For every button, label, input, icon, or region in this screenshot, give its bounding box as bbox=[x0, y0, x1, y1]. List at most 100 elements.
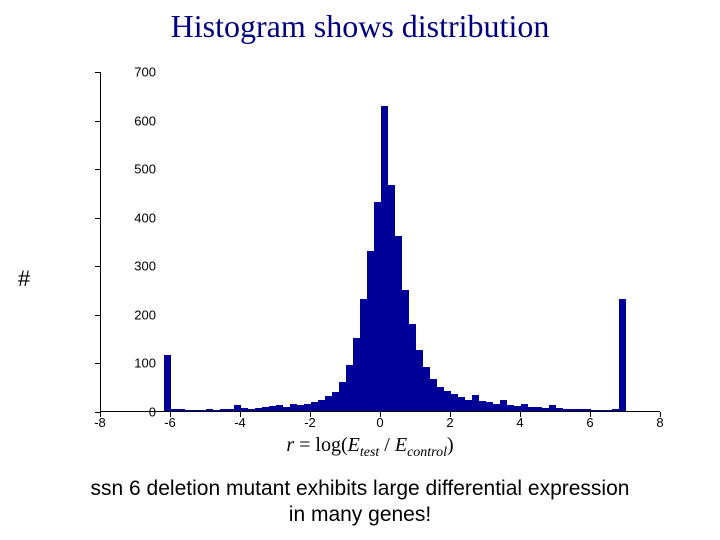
histogram-bar bbox=[451, 394, 458, 411]
x-axis-label: r = log(Etest / Econtrol) bbox=[60, 434, 680, 461]
histogram-bar bbox=[500, 400, 507, 411]
histogram-bar bbox=[493, 404, 500, 411]
formula-r: r bbox=[286, 434, 294, 456]
y-tick bbox=[95, 218, 100, 219]
formula-etest: E bbox=[348, 434, 360, 456]
formula-close: ) bbox=[447, 434, 454, 456]
x-tick bbox=[520, 412, 521, 417]
histogram-bar bbox=[507, 405, 514, 411]
histogram-bar bbox=[241, 408, 248, 411]
histogram-bar bbox=[255, 408, 262, 411]
page-title: Histogram shows distribution bbox=[0, 0, 720, 45]
histogram-bar bbox=[297, 405, 304, 411]
x-tick bbox=[450, 412, 451, 417]
y-tick bbox=[95, 121, 100, 122]
histogram-bar bbox=[283, 407, 290, 411]
histogram-bar bbox=[339, 382, 346, 411]
formula-econtrol: E bbox=[395, 434, 407, 456]
x-tick-label: -4 bbox=[228, 416, 252, 429]
histogram-bar bbox=[220, 409, 227, 411]
histogram-bar bbox=[458, 397, 465, 411]
histogram-bar bbox=[472, 395, 479, 411]
histogram-bar bbox=[409, 324, 416, 411]
x-tick bbox=[240, 412, 241, 417]
x-tick bbox=[590, 412, 591, 417]
histogram-bar bbox=[290, 404, 297, 411]
x-tick bbox=[380, 412, 381, 417]
histogram-bar bbox=[234, 405, 241, 411]
y-tick-label: 500 bbox=[120, 163, 156, 176]
histogram-bar bbox=[416, 350, 423, 411]
x-tick-label: 0 bbox=[368, 416, 392, 429]
y-tick-label: 0 bbox=[120, 406, 156, 419]
histogram-bar bbox=[423, 367, 430, 411]
histogram-bar bbox=[367, 251, 374, 411]
histogram-bar bbox=[185, 410, 192, 411]
y-tick-label: 300 bbox=[120, 260, 156, 273]
histogram-bar bbox=[619, 299, 626, 411]
histogram-bar bbox=[353, 338, 360, 411]
histogram-bar bbox=[465, 400, 472, 411]
histogram-bar bbox=[171, 409, 178, 411]
y-tick bbox=[95, 315, 100, 316]
histogram-bar bbox=[346, 365, 353, 411]
caption-line-1: ssn 6 deletion mutant exhibits large dif… bbox=[91, 477, 630, 500]
histogram-bar bbox=[178, 409, 185, 411]
x-tick-label: -6 bbox=[158, 416, 182, 429]
histogram-bar bbox=[311, 402, 318, 411]
caption-line-2: in many genes! bbox=[289, 503, 431, 526]
histogram-bar bbox=[213, 410, 220, 411]
histogram-bar bbox=[598, 410, 605, 411]
histogram-bar bbox=[206, 409, 213, 411]
histogram-bar bbox=[395, 236, 402, 411]
histogram-bar bbox=[381, 106, 388, 411]
x-tick-label: 2 bbox=[438, 416, 462, 429]
y-tick-label: 700 bbox=[120, 66, 156, 79]
histogram-bar bbox=[227, 409, 234, 411]
histogram-bar bbox=[535, 407, 542, 411]
x-tick bbox=[170, 412, 171, 417]
histogram-bar bbox=[605, 410, 612, 411]
caption: ssn 6 deletion mutant exhibits large dif… bbox=[0, 476, 720, 529]
y-tick bbox=[95, 266, 100, 267]
x-tick-label: 8 bbox=[648, 416, 672, 429]
formula-sub-test: test bbox=[360, 445, 379, 460]
histogram-bar bbox=[430, 379, 437, 411]
y-axis-label: # bbox=[18, 266, 30, 292]
histogram-bar bbox=[612, 409, 619, 411]
histogram-bar bbox=[304, 404, 311, 411]
histogram-bar bbox=[437, 387, 444, 411]
x-tick bbox=[100, 412, 101, 417]
y-tick-label: 100 bbox=[120, 357, 156, 370]
formula-slash: / bbox=[379, 434, 395, 456]
histogram-bar bbox=[444, 391, 451, 411]
y-tick-label: 600 bbox=[120, 114, 156, 127]
histogram-bar bbox=[192, 410, 199, 411]
histogram-bar bbox=[325, 396, 332, 411]
histogram-bar bbox=[164, 355, 171, 411]
y-tick bbox=[95, 363, 100, 364]
histogram-bar bbox=[514, 406, 521, 411]
histogram-chart: 0100200300400500600700 -8-6-4-202468 r =… bbox=[60, 62, 680, 452]
histogram-bar bbox=[549, 405, 556, 411]
y-tick-label: 400 bbox=[120, 211, 156, 224]
histogram-bar bbox=[248, 409, 255, 411]
y-tick bbox=[95, 72, 100, 73]
histogram-bar bbox=[584, 409, 591, 411]
histogram-bar bbox=[479, 401, 486, 411]
x-tick-label: 4 bbox=[508, 416, 532, 429]
histogram-bar bbox=[374, 202, 381, 411]
histogram-bar bbox=[269, 406, 276, 411]
histogram-bar bbox=[556, 408, 563, 411]
x-tick-label: -8 bbox=[88, 416, 112, 429]
histogram-bar bbox=[563, 409, 570, 411]
histogram-bar bbox=[528, 407, 535, 411]
x-tick-label: -2 bbox=[298, 416, 322, 429]
histogram-bar bbox=[542, 408, 549, 411]
histogram-bar bbox=[521, 404, 528, 411]
formula-sub-control: control bbox=[407, 445, 447, 460]
histogram-bar bbox=[570, 409, 577, 411]
x-tick bbox=[660, 412, 661, 417]
histogram-bar bbox=[199, 410, 206, 411]
histogram-bar bbox=[360, 299, 367, 411]
